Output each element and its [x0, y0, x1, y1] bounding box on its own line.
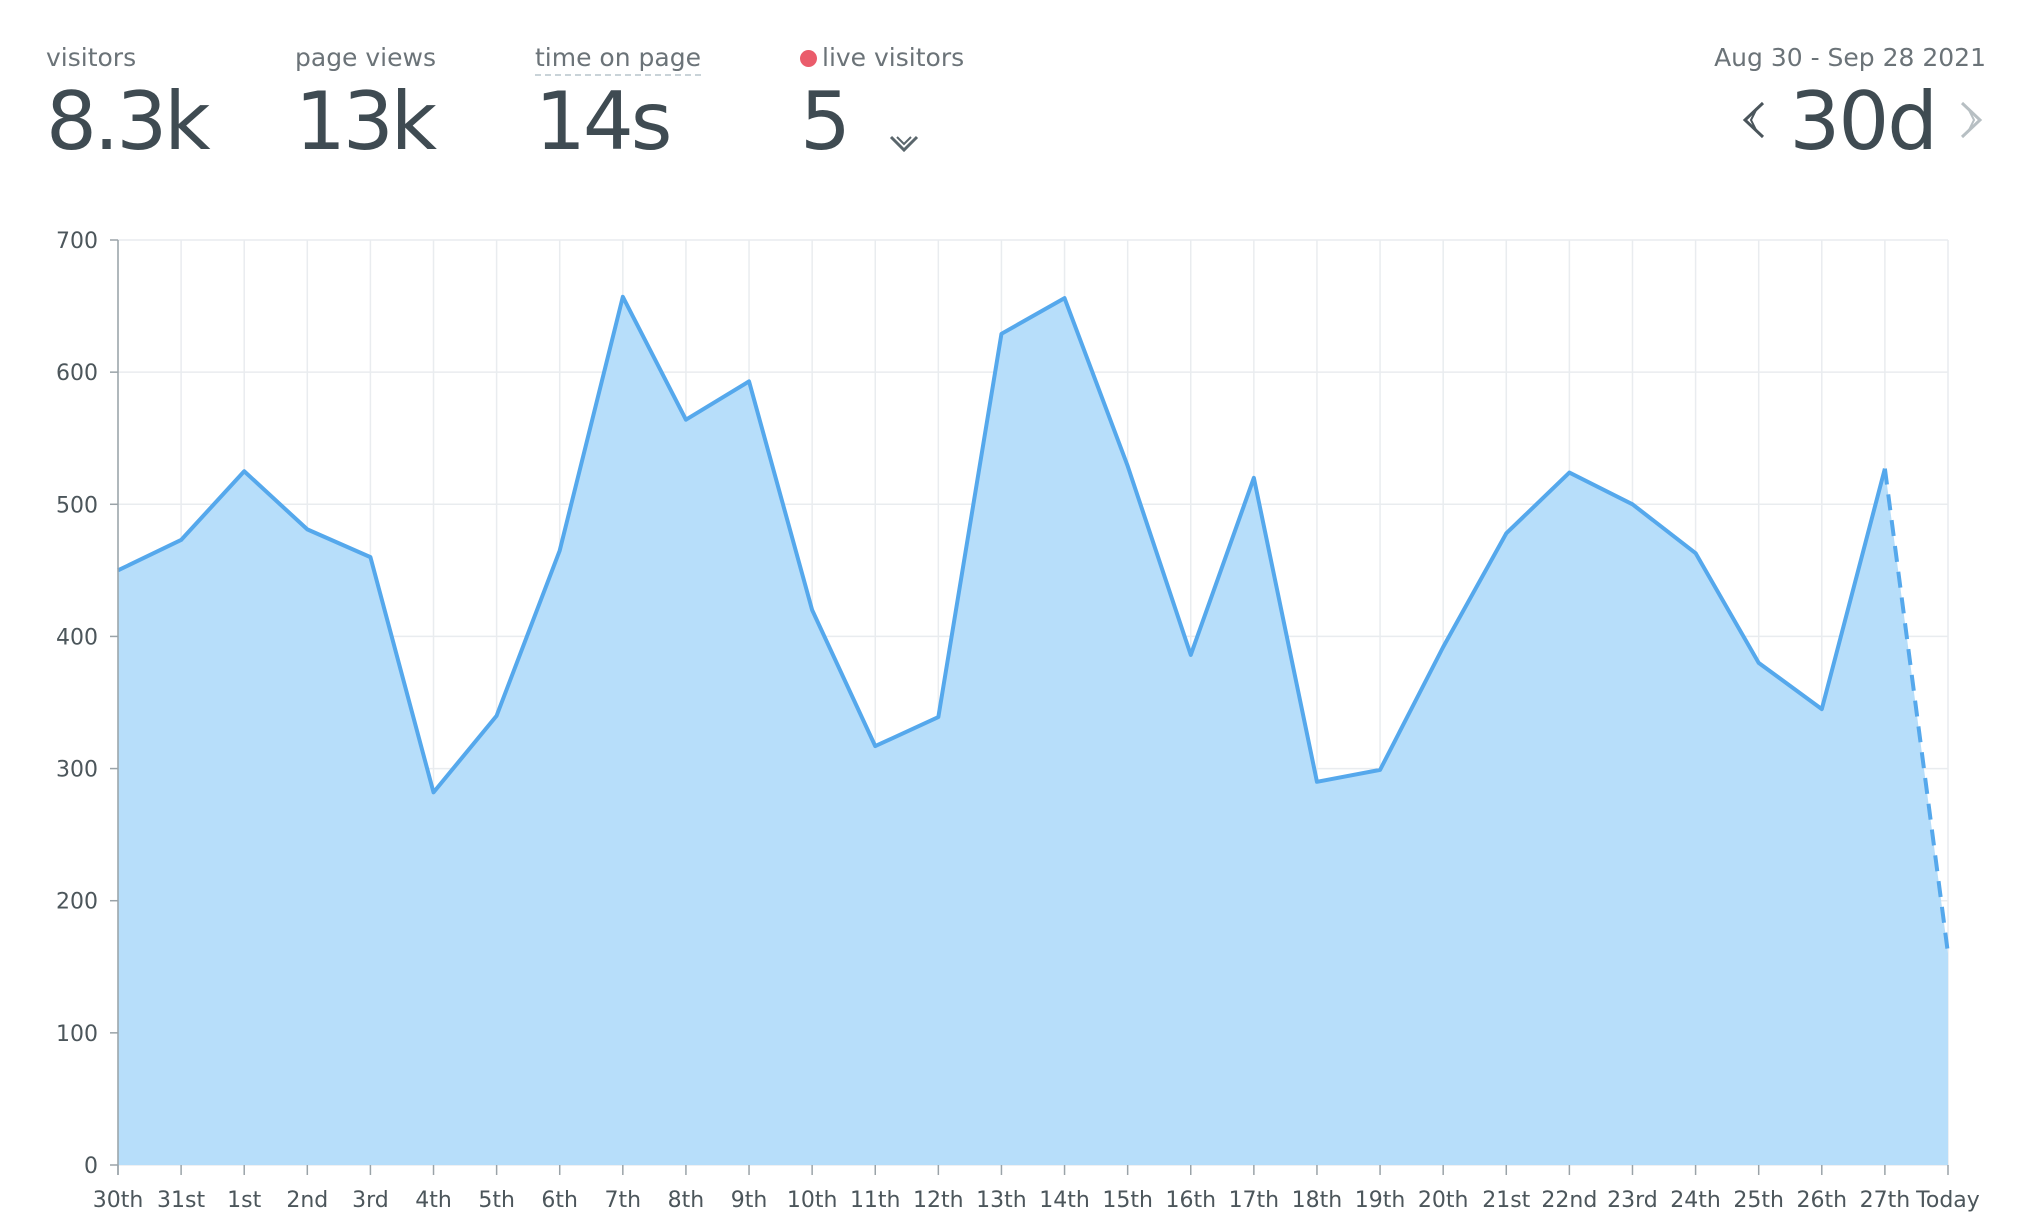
y-tick-label: 0 [84, 1154, 98, 1179]
live-visitors-value: 5 [800, 75, 851, 168]
x-tick-label: 9th [731, 1188, 768, 1213]
y-tick-label: 600 [56, 361, 98, 386]
x-tick-label: 2nd [286, 1188, 328, 1213]
x-tick-label: 20th [1418, 1188, 1469, 1213]
date-range: Aug 30 - Sep 28 2021 30d [1714, 40, 1986, 162]
visitors-value: 8.3k [46, 75, 211, 168]
visitors-stat[interactable]: visitors 8.3k [46, 40, 211, 168]
chevron-left-icon[interactable] [1739, 100, 1767, 144]
time-on-page-value: 14s [535, 75, 672, 168]
x-tick-label: 4th [415, 1188, 452, 1213]
x-tick-label: 25th [1733, 1188, 1784, 1213]
date-range-label: Aug 30 - Sep 28 2021 [1714, 43, 1986, 72]
x-tick-label: 16th [1165, 1188, 1216, 1213]
x-tick-label: 15th [1102, 1188, 1153, 1213]
y-axis-ticks: 0 100 200 300 400 500 600 700 [56, 229, 118, 1179]
page-views-value: 13k [295, 75, 437, 168]
x-tick-label: 24th [1670, 1188, 1721, 1213]
x-tick-label: 18th [1292, 1188, 1343, 1213]
x-axis-ticks: 30th 31st 1st 2nd 3rd 4th 5th 6th 7th 8th 9th 10th 1… [93, 1165, 1980, 1213]
x-tick-label: 30th [93, 1188, 144, 1213]
x-tick-label: 3rd [352, 1188, 389, 1213]
y-tick-label: 500 [56, 493, 98, 518]
y-tick-label: 400 [56, 625, 98, 650]
x-tick-label: 10th [787, 1188, 838, 1213]
x-tick-label: 13th [976, 1188, 1027, 1213]
x-tick-label: 11th [850, 1188, 901, 1213]
series-area [118, 296, 1948, 1166]
x-tick-label: Today [1915, 1188, 1980, 1213]
x-tick-label: 14th [1039, 1188, 1090, 1213]
y-tick-label: 700 [56, 229, 98, 254]
x-tick-label: 22nd [1541, 1188, 1597, 1213]
x-tick-label: 27th [1860, 1188, 1911, 1213]
x-tick-label: 6th [541, 1188, 578, 1213]
x-tick-label: 8th [668, 1188, 705, 1213]
x-tick-label: 17th [1229, 1188, 1280, 1213]
series-line [117, 294, 1887, 795]
chevron-right-icon[interactable] [1958, 100, 1986, 144]
live-visitors-label: live visitors [822, 43, 965, 72]
y-tick-label: 300 [56, 758, 98, 783]
page-views-stat[interactable]: page views 13k [295, 40, 437, 168]
x-tick-label: 23rd [1607, 1188, 1658, 1213]
live-indicator-dot [800, 50, 817, 67]
x-tick-label: 21st [1482, 1188, 1530, 1213]
visitors-label: visitors [46, 43, 137, 72]
y-tick-label: 100 [56, 1022, 98, 1047]
x-tick-label: 26th [1797, 1188, 1848, 1213]
x-tick-label: 12th [913, 1188, 964, 1213]
x-tick-label: 5th [478, 1188, 515, 1213]
live-visitors-stat[interactable]: live visitors 5 [800, 40, 964, 167]
period-value[interactable]: 30d [1789, 75, 1938, 168]
time-on-page-stat[interactable]: time on page 14s [535, 40, 701, 162]
x-tick-label: 31st [157, 1188, 205, 1213]
x-tick-label: 19th [1355, 1188, 1406, 1213]
x-tick-label: 7th [605, 1188, 642, 1213]
x-tick-label: 1st [227, 1188, 261, 1213]
live-visitors-row: 5 [800, 82, 964, 167]
chevron-down-icon[interactable] [888, 87, 920, 167]
time-on-page-label[interactable]: time on page [535, 43, 701, 76]
series-line-partial [1882, 468, 1950, 954]
y-tick-label: 200 [56, 890, 98, 915]
page-views-label: page views [295, 43, 436, 72]
